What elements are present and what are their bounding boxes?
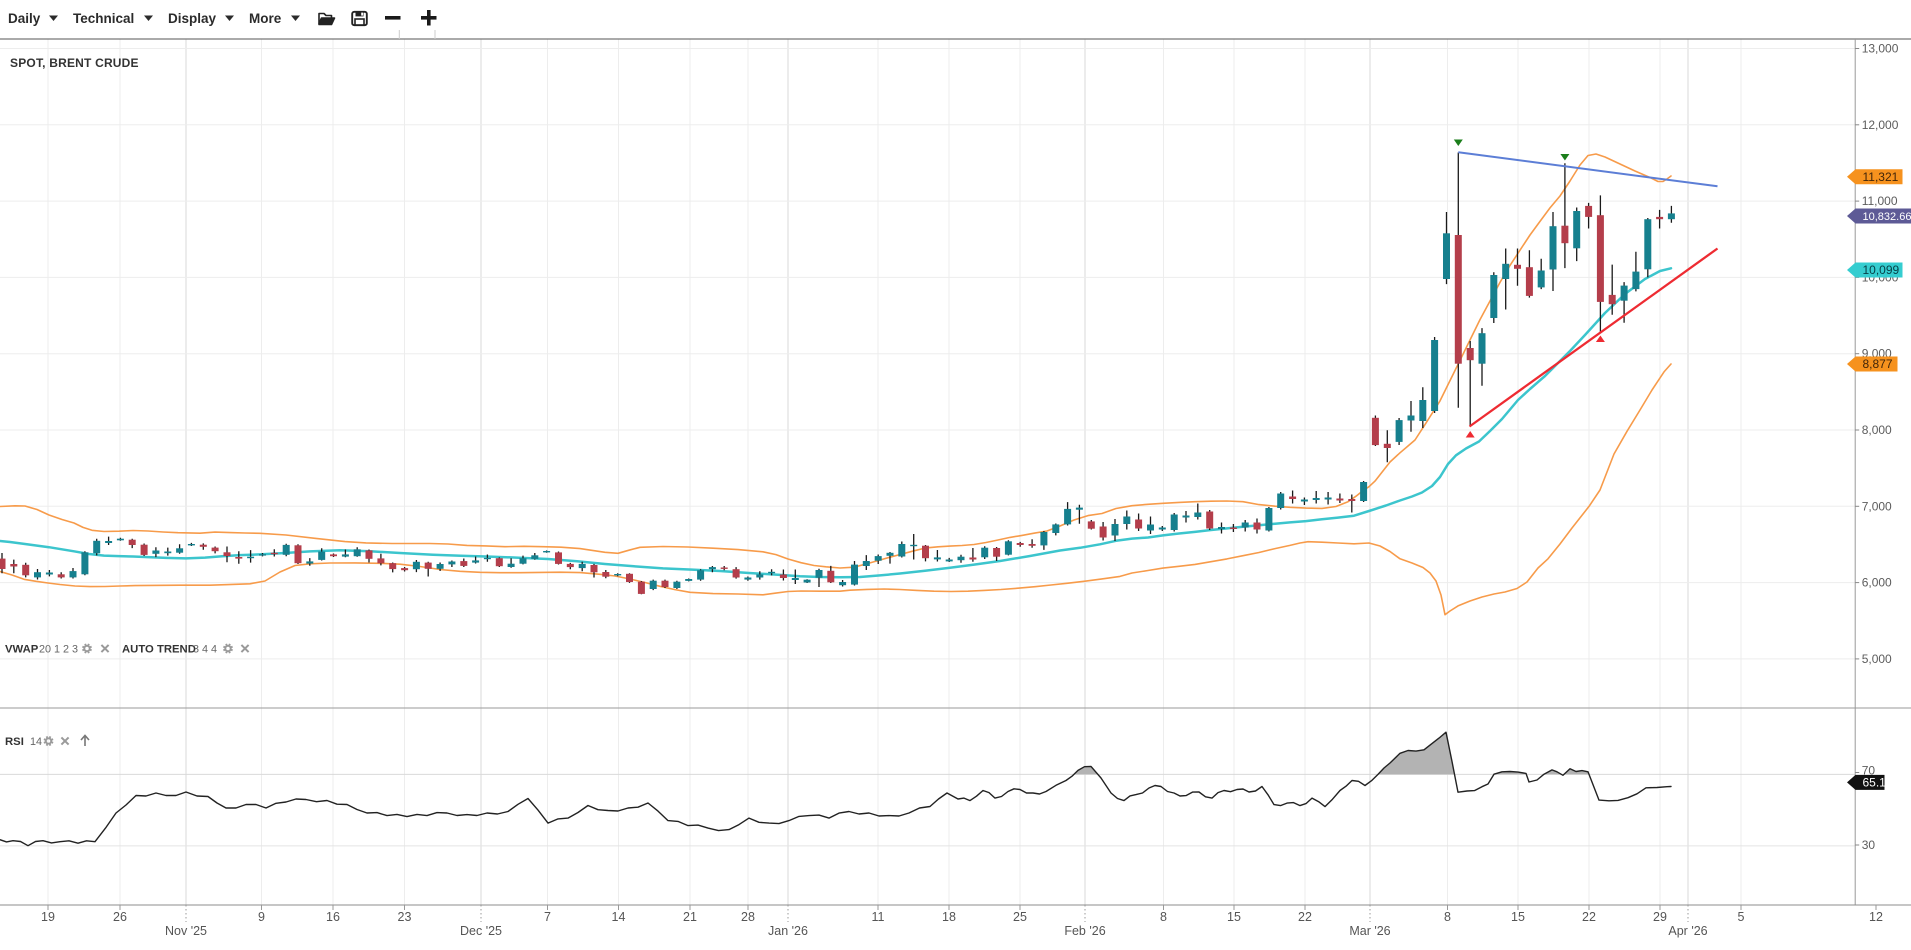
svg-text:Jan '26: Jan '26 xyxy=(768,924,808,938)
svg-text:VWAP: VWAP xyxy=(5,644,39,656)
svg-text:9: 9 xyxy=(258,910,265,924)
svg-text:RSI: RSI xyxy=(5,736,24,748)
svg-text:Feb '26: Feb '26 xyxy=(1064,924,1105,938)
svg-text:18: 18 xyxy=(942,910,956,924)
svg-text:14: 14 xyxy=(30,736,42,748)
svg-text:30: 30 xyxy=(1862,838,1876,852)
svg-text:Dec '25: Dec '25 xyxy=(460,924,502,938)
svg-text:SPOT, BRENT CRUDE: SPOT, BRENT CRUDE xyxy=(10,56,139,70)
svg-text:8,877: 8,877 xyxy=(1863,357,1893,371)
svg-text:10,832.66: 10,832.66 xyxy=(1863,211,1911,223)
svg-text:Mar '26: Mar '26 xyxy=(1349,924,1390,938)
svg-text:12: 12 xyxy=(1869,910,1883,924)
svg-text:19: 19 xyxy=(41,910,55,924)
svg-text:15: 15 xyxy=(1511,910,1525,924)
svg-text:26: 26 xyxy=(113,910,127,924)
svg-text:16: 16 xyxy=(326,910,340,924)
svg-text:23: 23 xyxy=(398,910,412,924)
svg-text:25: 25 xyxy=(1013,910,1027,924)
svg-text:8,000: 8,000 xyxy=(1862,423,1892,437)
svg-text:Display: Display xyxy=(168,11,217,26)
svg-text:29: 29 xyxy=(1653,910,1667,924)
svg-text:3 4 4: 3 4 4 xyxy=(193,644,217,656)
svg-text:6,000: 6,000 xyxy=(1862,576,1892,590)
svg-text:Technical: Technical xyxy=(73,11,134,26)
svg-text:14: 14 xyxy=(612,910,626,924)
svg-text:22: 22 xyxy=(1582,910,1596,924)
svg-text:15: 15 xyxy=(1227,910,1241,924)
svg-text:11: 11 xyxy=(872,910,885,924)
svg-text:28: 28 xyxy=(741,910,755,924)
svg-text:11,000: 11,000 xyxy=(1862,194,1898,208)
svg-text:AUTO TREND: AUTO TREND xyxy=(122,644,196,656)
svg-text:13,000: 13,000 xyxy=(1862,42,1899,56)
svg-text:10,099: 10,099 xyxy=(1863,263,1900,277)
svg-text:7,000: 7,000 xyxy=(1862,499,1892,513)
svg-text:22: 22 xyxy=(1298,910,1312,924)
svg-text:8: 8 xyxy=(1444,910,1451,924)
svg-text:11,321: 11,321 xyxy=(1863,170,1899,184)
svg-text:Apr '26: Apr '26 xyxy=(1668,924,1707,938)
svg-text:20 1 2 3: 20 1 2 3 xyxy=(39,644,78,656)
svg-text:65.1: 65.1 xyxy=(1863,776,1887,790)
svg-text:7: 7 xyxy=(544,910,551,924)
svg-text:5,000: 5,000 xyxy=(1862,652,1892,666)
svg-text:More: More xyxy=(249,11,282,26)
svg-text:21: 21 xyxy=(683,910,697,924)
svg-text:Nov '25: Nov '25 xyxy=(165,924,207,938)
svg-text:8: 8 xyxy=(1160,910,1167,924)
svg-text:5: 5 xyxy=(1738,910,1745,924)
svg-text:Daily: Daily xyxy=(8,11,41,26)
svg-text:12,000: 12,000 xyxy=(1862,118,1899,132)
